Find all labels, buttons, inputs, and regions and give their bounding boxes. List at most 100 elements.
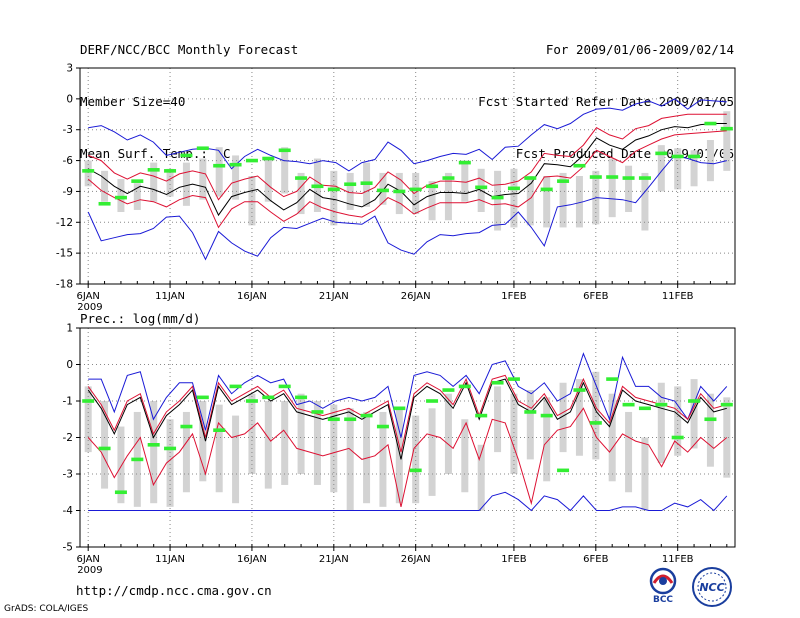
x-tick-label: 11JAN <box>155 554 185 565</box>
ensemble-box <box>232 415 240 504</box>
x-tick-label: 21JAN <box>319 291 349 302</box>
ensemble-box <box>84 160 92 187</box>
observation-marker <box>98 201 111 206</box>
observation-marker <box>164 446 177 451</box>
ensemble-box <box>641 172 649 231</box>
observation-marker <box>376 188 389 193</box>
observation-marker <box>344 182 357 187</box>
ensemble-box <box>510 393 518 474</box>
ensemble-box <box>477 444 485 511</box>
ensemble-box <box>166 168 174 197</box>
source-url[interactable]: http://cmdp.ncc.cma.gov.cn <box>76 583 272 598</box>
observation-marker <box>114 195 127 200</box>
x-tick-label: 16JAN <box>237 554 267 565</box>
ensemble-box <box>379 411 387 507</box>
ensemble-box <box>215 404 223 493</box>
observation-marker <box>229 384 242 389</box>
observation-marker <box>655 151 668 156</box>
y-tick-label: -5 <box>63 542 73 554</box>
observation-marker <box>114 490 127 495</box>
observation-marker <box>475 185 488 190</box>
plot-frame <box>79 67 736 285</box>
ensemble-box <box>232 155 240 200</box>
observation-marker <box>262 156 275 161</box>
observation-marker <box>638 406 651 411</box>
observation-marker <box>671 154 684 159</box>
observation-marker <box>393 406 406 411</box>
observation-marker <box>393 189 406 194</box>
ensemble-box <box>297 393 305 474</box>
ensemble-box <box>330 170 338 226</box>
observation-marker <box>426 399 439 403</box>
ensemble-box <box>346 172 354 210</box>
observation-marker <box>491 195 504 200</box>
observation-marker <box>131 179 144 183</box>
series-upper-line <box>88 113 727 201</box>
x-year-label: 2009 <box>77 302 102 313</box>
series-min-line <box>88 491 728 512</box>
observation-marker <box>311 184 324 189</box>
ensemble-box <box>101 170 109 202</box>
y-tick-label: -6 <box>63 155 74 167</box>
observation-marker <box>82 399 95 403</box>
ensemble-box <box>117 179 125 212</box>
ensemble-box <box>510 168 518 228</box>
ensemble-box <box>559 172 567 228</box>
bcc-logo: BCC <box>649 567 677 605</box>
observation-marker <box>409 468 422 473</box>
observation-marker <box>524 410 537 414</box>
grads-credit: GrADS: COLA/IGES <box>4 604 89 614</box>
series-median-line <box>87 378 727 460</box>
y-tick-label: -9 <box>63 186 73 198</box>
observation-marker <box>82 169 95 173</box>
ensemble-box <box>412 172 420 215</box>
ensemble-box <box>150 401 158 504</box>
observation-marker <box>278 148 291 153</box>
ncc-logo: NCC <box>692 567 732 607</box>
observation-marker <box>557 468 570 473</box>
ensemble-box <box>346 408 354 511</box>
ensemble-box <box>657 145 665 192</box>
x-tick-label: 11FEB <box>662 291 694 302</box>
series-lower-line <box>87 130 727 229</box>
observation-marker <box>655 402 668 407</box>
x-tick-label: 1FEB <box>501 554 526 565</box>
observation-marker <box>671 435 684 440</box>
ensemble-box <box>199 158 207 200</box>
observation-marker <box>213 163 226 168</box>
observation-marker <box>573 388 586 392</box>
ensemble-box <box>281 147 289 194</box>
x-tick-label: 1FEB <box>501 291 526 302</box>
series-median-line <box>87 123 727 217</box>
observation-marker <box>606 175 619 179</box>
y-tick-label: 0 <box>66 93 73 105</box>
member-size-label: Member Size=40 <box>80 94 186 109</box>
observation-marker <box>147 443 160 447</box>
x-tick-label: 16JAN <box>237 291 267 302</box>
observation-marker <box>295 395 308 400</box>
ncc-logo-text: NCC <box>699 581 724 594</box>
observation-marker <box>295 176 308 180</box>
observation-marker <box>458 160 471 165</box>
observation-marker <box>491 380 504 385</box>
observation-marker <box>376 424 389 429</box>
x-tick-label: 6JAN <box>76 554 99 565</box>
x-tick-label: 11FEB <box>662 554 694 565</box>
observation-marker <box>540 187 553 192</box>
ensemble-box <box>575 379 583 456</box>
forecast-period: For 2009/01/06-2009/02/14 <box>545 42 734 57</box>
ensemble-box <box>494 170 502 231</box>
ensemble-box <box>461 419 469 493</box>
ensemble-box <box>264 158 272 202</box>
ensemble-box <box>444 393 452 474</box>
ensemble-box <box>313 401 321 485</box>
y-tick-label: 0 <box>66 359 73 371</box>
forecast-start-date: Fcst Started Refer Date 2009/01/05 <box>478 94 734 109</box>
ensemble-box <box>461 160 469 202</box>
observation-marker <box>704 121 717 126</box>
observation-marker <box>589 175 602 179</box>
ensemble-box <box>150 162 158 202</box>
observation-marker <box>360 181 373 185</box>
ensemble-box <box>625 411 633 493</box>
